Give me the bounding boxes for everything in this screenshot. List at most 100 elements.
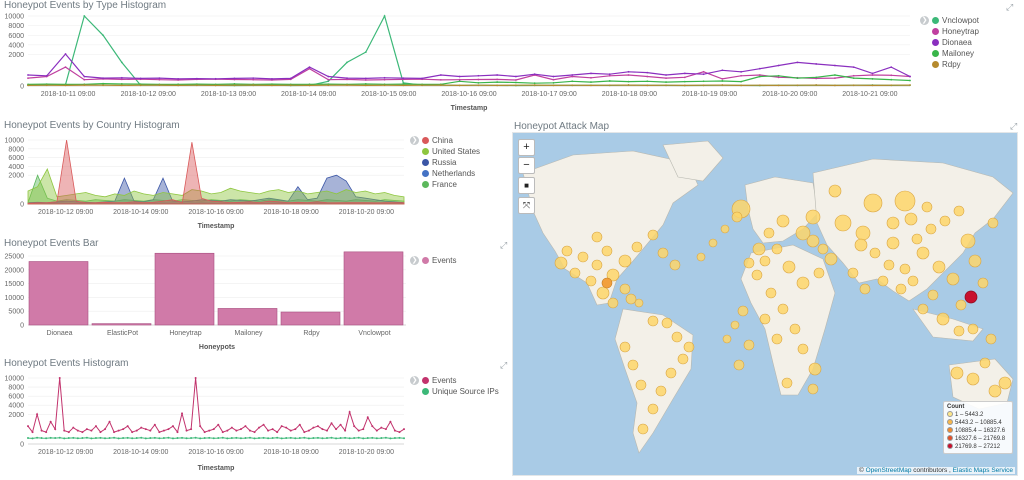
zoom-out-button[interactable]: − (518, 157, 535, 174)
attack-circle[interactable] (661, 317, 673, 329)
expand-icon[interactable]: ⤢ (1006, 2, 1014, 12)
attack-circle[interactable] (657, 247, 669, 259)
attack-circle[interactable] (886, 216, 900, 230)
attack-circle[interactable] (964, 290, 978, 304)
zoom-in-button[interactable]: + (518, 139, 535, 156)
bar[interactable] (91, 323, 152, 326)
legend-item[interactable]: Unique Source IPs (422, 387, 499, 396)
attack-circle[interactable] (796, 276, 810, 290)
legend-item[interactable]: Events (422, 256, 456, 265)
bar[interactable] (280, 311, 341, 326)
attack-circle[interactable] (916, 246, 930, 260)
attack-circle[interactable] (894, 190, 916, 212)
attack-circle[interactable] (979, 357, 991, 369)
osm-link[interactable]: OpenStreetMap (865, 467, 912, 474)
attack-circle[interactable] (998, 376, 1012, 390)
attack-circle[interactable] (591, 231, 603, 243)
attack-circle[interactable] (776, 214, 790, 228)
attack-circle[interactable] (618, 254, 632, 268)
attack-circle[interactable] (777, 303, 789, 315)
attack-circle[interactable] (927, 289, 939, 301)
attack-circle[interactable] (985, 333, 997, 345)
legend-item[interactable]: Events (422, 376, 456, 385)
attack-circle[interactable] (946, 272, 960, 286)
attack-circle[interactable] (647, 315, 659, 327)
attack-circle[interactable] (939, 215, 951, 227)
expand-icon[interactable]: ⤢ (500, 360, 508, 370)
attack-circle[interactable] (988, 384, 1002, 398)
expand-icon[interactable]: ⤢ (1010, 121, 1018, 131)
attack-circle[interactable] (967, 323, 979, 335)
legend-item[interactable]: Rdpy (932, 60, 961, 69)
attack-circle[interactable] (869, 247, 881, 259)
bar[interactable] (28, 261, 89, 326)
attack-circle[interactable] (966, 372, 980, 386)
attack-circle[interactable] (596, 286, 610, 300)
attack-circle[interactable] (737, 305, 749, 317)
attack-circle[interactable] (655, 385, 667, 397)
attack-circle[interactable] (733, 359, 745, 371)
attack-circle[interactable] (895, 283, 907, 295)
attack-circle[interactable] (647, 403, 659, 415)
attack-circle[interactable] (883, 259, 895, 271)
attack-circle[interactable] (647, 229, 659, 241)
attack-circle[interactable] (671, 331, 683, 343)
attack-circle[interactable] (854, 238, 868, 252)
attack-circle[interactable] (899, 263, 911, 275)
attack-circle[interactable] (806, 234, 820, 248)
attack-circle[interactable] (795, 225, 811, 241)
attack-circle[interactable] (606, 268, 620, 282)
attack-circle[interactable] (569, 267, 581, 279)
attack-circle[interactable] (634, 298, 644, 308)
attack-circle[interactable] (607, 297, 619, 309)
attack-circle[interactable] (953, 205, 965, 217)
attack-circle[interactable] (925, 223, 937, 235)
attack-circle[interactable] (977, 277, 989, 289)
attack-circle[interactable] (765, 287, 777, 299)
attack-circle[interactable] (751, 269, 763, 281)
attack-circle[interactable] (960, 233, 976, 249)
attack-circle[interactable] (863, 193, 883, 213)
attack-circle[interactable] (817, 243, 829, 255)
attack-circle[interactable] (987, 217, 999, 229)
attack-circle[interactable] (911, 233, 923, 245)
attack-circle[interactable] (886, 236, 900, 250)
legend-item[interactable]: Russia (422, 158, 456, 167)
attack-circle[interactable] (722, 334, 732, 344)
attack-circle[interactable] (781, 377, 793, 389)
legend-item[interactable]: China (422, 136, 453, 145)
attack-circle[interactable] (619, 341, 631, 353)
attack-circle[interactable] (782, 260, 796, 274)
attack-circle[interactable] (759, 313, 771, 325)
attack-circle[interactable] (877, 275, 889, 287)
attack-circle[interactable] (601, 245, 613, 257)
attack-circle[interactable] (743, 339, 755, 351)
attack-circle[interactable] (708, 238, 718, 248)
attack-circle[interactable] (627, 359, 639, 371)
legend-toggle-icon[interactable]: ❯ (410, 136, 419, 145)
attack-circle[interactable] (824, 252, 838, 266)
bar[interactable] (343, 251, 404, 326)
draw-rectangle-button[interactable]: ■ (518, 177, 535, 194)
attack-circle[interactable] (807, 383, 819, 395)
attack-circle[interactable] (720, 224, 730, 234)
attack-circle[interactable] (771, 243, 783, 255)
attack-circle[interactable] (828, 184, 842, 198)
attack-circle[interactable] (932, 260, 946, 274)
legend-toggle-icon[interactable]: ❯ (410, 376, 419, 385)
attack-circle[interactable] (805, 209, 821, 225)
world-map[interactable] (513, 133, 1018, 476)
attack-circle[interactable] (847, 267, 859, 279)
legend-item[interactable]: Vnclowpot (932, 16, 979, 25)
attack-circle[interactable] (813, 267, 825, 279)
attack-circle[interactable] (759, 255, 771, 267)
attack-circle[interactable] (808, 362, 822, 376)
attack-circle[interactable] (554, 256, 568, 270)
attack-circle[interactable] (635, 379, 647, 391)
bar[interactable] (154, 252, 215, 326)
attack-circle[interactable] (577, 251, 589, 263)
attack-circle[interactable] (752, 242, 766, 256)
ems-link[interactable]: Elastic Maps Service (952, 467, 1013, 474)
legend-item[interactable]: Dionaea (932, 38, 972, 47)
attack-circle[interactable] (696, 252, 706, 262)
